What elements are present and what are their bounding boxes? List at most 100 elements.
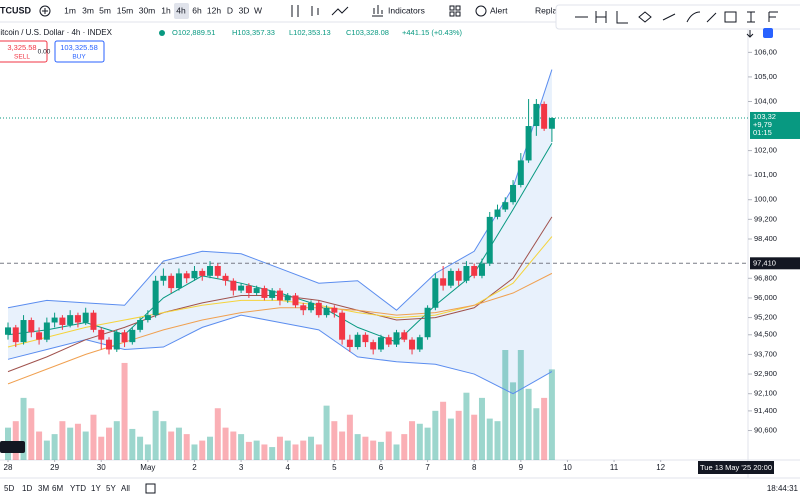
crosshair-time: Tue 13 May '25 20:00 xyxy=(700,463,772,472)
volume-bar xyxy=(245,441,252,460)
y-tick-label: 98,400 xyxy=(754,234,777,243)
volume-bar xyxy=(432,410,439,460)
timeframe-button[interactable]: W xyxy=(254,5,262,15)
candle-body xyxy=(207,266,214,276)
candle-body xyxy=(331,307,338,313)
candle-body xyxy=(113,332,120,350)
timeframe-button[interactable]: 1m xyxy=(64,5,76,15)
last-price: 103,32 xyxy=(753,112,776,121)
timeframe-button[interactable]: 30m xyxy=(139,5,156,15)
volume-bar xyxy=(59,421,66,460)
x-tick-label: 5 xyxy=(332,463,337,472)
candle-body xyxy=(424,307,431,338)
timeframe-button[interactable]: 4h xyxy=(176,5,186,15)
volume-bar xyxy=(416,423,423,460)
volume-bar xyxy=(517,350,524,460)
candle-body xyxy=(74,315,81,323)
timeframe-button[interactable]: 12h xyxy=(207,5,221,15)
timeframe-button[interactable]: 15m xyxy=(117,5,134,15)
candle-body xyxy=(199,270,206,276)
indicators-button[interactable]: Indicators xyxy=(388,5,425,15)
timeframe-button[interactable]: 3m xyxy=(82,5,94,15)
volume-bar xyxy=(455,410,462,460)
replay-button[interactable]: Repla xyxy=(535,5,557,15)
sell-button[interactable] xyxy=(0,40,48,63)
y-tick-label: 102,00 xyxy=(754,146,777,155)
candle-body xyxy=(98,329,105,340)
y-tick-label: 101,00 xyxy=(754,170,777,179)
candle-body xyxy=(168,275,175,289)
volume-bar xyxy=(300,440,307,460)
candle-body xyxy=(339,312,346,340)
candle-body xyxy=(183,273,190,279)
crosshair-box xyxy=(750,257,800,270)
volume-bar xyxy=(12,421,19,460)
range-button[interactable]: 6M xyxy=(52,484,63,493)
chart-type-icon[interactable] xyxy=(291,5,319,17)
indicators-icon xyxy=(372,5,383,17)
volume-bar xyxy=(308,436,315,460)
sync-button[interactable] xyxy=(763,28,773,38)
x-tick-label: 2 xyxy=(192,463,197,472)
volume-bar xyxy=(121,362,128,460)
line-icon[interactable] xyxy=(331,6,349,16)
range-button[interactable]: 3M xyxy=(38,484,49,493)
range-button[interactable]: 1D xyxy=(22,484,32,493)
range-button[interactable]: All xyxy=(121,484,130,493)
range-button[interactable]: 1Y xyxy=(91,484,101,493)
symbol[interactable]: TCUSD xyxy=(0,5,31,15)
market-status xyxy=(159,30,165,36)
candle-body xyxy=(36,332,43,340)
candle-body xyxy=(90,312,97,330)
timeframe-button[interactable]: 6h xyxy=(192,5,202,15)
range-button[interactable]: 5D xyxy=(4,484,14,493)
drawing-tools[interactable] xyxy=(575,11,778,24)
buy-button[interactable] xyxy=(54,40,105,63)
y-tick-label: 92,900 xyxy=(754,369,777,378)
candle-body xyxy=(362,334,369,343)
candle-body xyxy=(144,315,151,321)
volume-bar xyxy=(144,444,151,460)
add-symbol-icon[interactable] xyxy=(39,5,51,17)
candle-body xyxy=(222,275,229,281)
candle-body xyxy=(284,295,291,301)
range-button[interactable]: 5Y xyxy=(106,484,116,493)
timeframe-button[interactable]: 1h xyxy=(161,5,171,15)
legend-close: C103,328.08 xyxy=(346,28,389,37)
candle-body xyxy=(385,337,392,345)
candle-body xyxy=(393,332,400,345)
timeframe-button[interactable]: 5m xyxy=(99,5,111,15)
candle-body xyxy=(261,288,268,298)
candle-body xyxy=(160,275,167,281)
y-tick-label: 99,200 xyxy=(754,214,777,223)
volume-bar xyxy=(424,427,431,460)
indicator-line xyxy=(7,314,553,395)
range-button[interactable]: YTD xyxy=(70,484,86,493)
candle-body xyxy=(377,337,384,350)
alert-icon xyxy=(475,5,487,17)
timeframe-button[interactable]: 3D xyxy=(239,5,250,15)
volume-bar xyxy=(191,444,198,460)
candle-body xyxy=(106,339,113,350)
candle-body xyxy=(370,342,377,350)
volume-bar xyxy=(385,431,392,460)
candle-body xyxy=(463,266,470,281)
timeframe-button[interactable]: D xyxy=(227,5,233,15)
candle-body xyxy=(432,278,439,308)
x-tick-label: 3 xyxy=(239,463,244,472)
candle-body xyxy=(447,270,454,286)
volume-bar xyxy=(74,423,81,460)
y-tick-label: 96,800 xyxy=(754,273,777,282)
volume-bar xyxy=(284,440,291,460)
y-tick-label: 104,00 xyxy=(754,96,777,105)
spread: 0.00 xyxy=(38,49,51,56)
candle-body xyxy=(416,337,423,350)
calendar-icon[interactable] xyxy=(145,483,156,494)
volume-bar xyxy=(230,431,237,460)
layouts-icon[interactable] xyxy=(449,5,461,17)
crosshair-time-box xyxy=(698,461,774,474)
volume-bar xyxy=(447,418,454,460)
candle-body xyxy=(502,202,509,210)
volume-bar xyxy=(90,414,97,460)
alert-button[interactable]: Alert xyxy=(490,5,508,15)
